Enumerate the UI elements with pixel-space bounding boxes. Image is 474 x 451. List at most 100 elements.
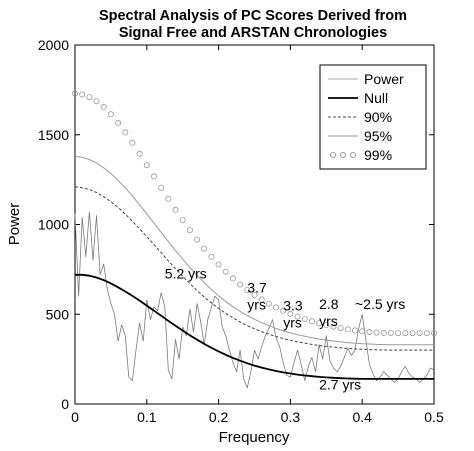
series-99-point [402,330,409,337]
legend-box [319,64,427,170]
series-99-point [330,323,337,330]
annotation-line: 5.2 yrs [165,265,207,281]
legend-marker-99-c [349,151,356,158]
series-99-point [237,281,244,288]
series-99-point [244,286,251,293]
series-99-point [395,330,402,337]
series-99-point [86,94,93,101]
legend: Power Null 90% 95% 99% [319,64,427,170]
annotation-label: 2.7 yrs [319,377,361,393]
series-99-point [172,206,179,213]
annotation-label: 5.2 yrs [165,265,207,281]
x-tick-label: 0.2 [209,409,229,425]
annotation-label: 2.8 yrs [319,296,339,329]
x-axis-label: Frequency [219,429,290,446]
y-tick-labels: 0 500 1000 1500 2000 [38,37,69,412]
series-99-point [337,325,344,332]
series-99-point [107,111,114,118]
annotation-label: 3.7 yrs [247,280,267,313]
plot-area: 0 0.1 0.2 0.3 0.4 0.5 0 500 1000 1500 2000 5.2 yr… [38,37,444,425]
series-99-point [179,217,186,224]
legend-label-null: Null [364,90,388,106]
series-99-point [423,330,430,337]
series-99-point [416,330,423,337]
series-99-point [301,316,308,323]
series-99-point [136,150,143,157]
annotation-line: 2.8 [319,296,339,312]
series-power-line [74,211,435,389]
series-99-point [272,304,279,311]
series-99-point [316,320,323,327]
chart-title-line-2: Signal Free and ARSTAN Chronologies [119,25,387,41]
y-tick-label: 0 [61,396,69,412]
series-99-point [93,98,100,105]
series-99-point [222,268,229,275]
series-99-point [122,129,129,136]
series-99-point [294,313,301,320]
annotation-label: ~2.5 yrs [355,296,405,312]
series-99-point [351,327,358,334]
legend-label-99: 99% [364,147,392,163]
y-tick-label: 2000 [38,37,69,53]
series-99-point [143,162,150,169]
series-99-point [366,328,373,335]
y-tick-label: 500 [46,306,70,322]
legend-marker-99-a [329,151,336,158]
annotation-line: 2.7 yrs [319,377,361,393]
annotation-line: yrs [283,315,302,331]
legend-label-power: Power [364,71,404,87]
series-99-point [258,296,265,303]
series-99-point [115,119,122,126]
series-99-point [201,245,208,252]
legend-label-95: 95% [364,128,392,144]
series-99-point [280,307,287,314]
series-99-point [150,173,157,180]
annotation-line: yrs [247,297,266,313]
y-axis-label: Power [6,203,23,246]
annotation-line: 3.3 [283,298,303,314]
series-99-point [72,90,79,97]
series-99-point [344,326,351,333]
x-tick-label: 0.5 [424,409,444,425]
series-99-point [215,261,222,268]
x-tick-label: 0.3 [281,409,301,425]
series-99-point [373,329,380,336]
annotation-line: 3.7 [247,280,267,296]
series-99-point [323,321,330,328]
series-99-point [208,253,215,260]
series-99-point [287,310,294,317]
series-99-point [387,330,394,337]
legend-marker-99-b [339,151,346,158]
annotation-label: 3.3 yrs [283,298,303,331]
y-tick-label: 1500 [38,127,69,143]
annotation-line: ~2.5 yrs [355,296,405,312]
series-99-point [308,318,315,325]
series-99-point [251,291,258,298]
annotation-line: yrs [319,313,338,329]
x-tick-label: 0.1 [137,409,157,425]
series-layer [72,90,437,389]
y-tick-label: 1000 [38,217,69,233]
series-null-line [75,273,434,380]
chart-title-line-1: Spectral Analysis of PC Scores Derived f… [99,8,407,24]
series-99-point [359,328,366,335]
x-tick-labels: 0 0.1 0.2 0.3 0.4 0.5 [71,409,444,425]
series-99-point [380,329,387,336]
legend-swatch-99 [329,151,356,158]
series-95-line [74,155,434,346]
series-99-point [129,139,136,146]
x-tick-label: 0 [71,409,79,425]
x-tick-label: 0.4 [352,409,372,425]
series-99-point [165,195,172,202]
series-99-point [265,300,272,307]
series-99-point [158,184,165,191]
series-99-point [79,91,86,98]
legend-label-90: 90% [364,109,392,125]
series-90-line [74,186,434,351]
series-99-point [229,275,236,282]
series-99-point [409,330,416,337]
series-99-point [186,227,193,234]
series-99-point [430,330,437,337]
